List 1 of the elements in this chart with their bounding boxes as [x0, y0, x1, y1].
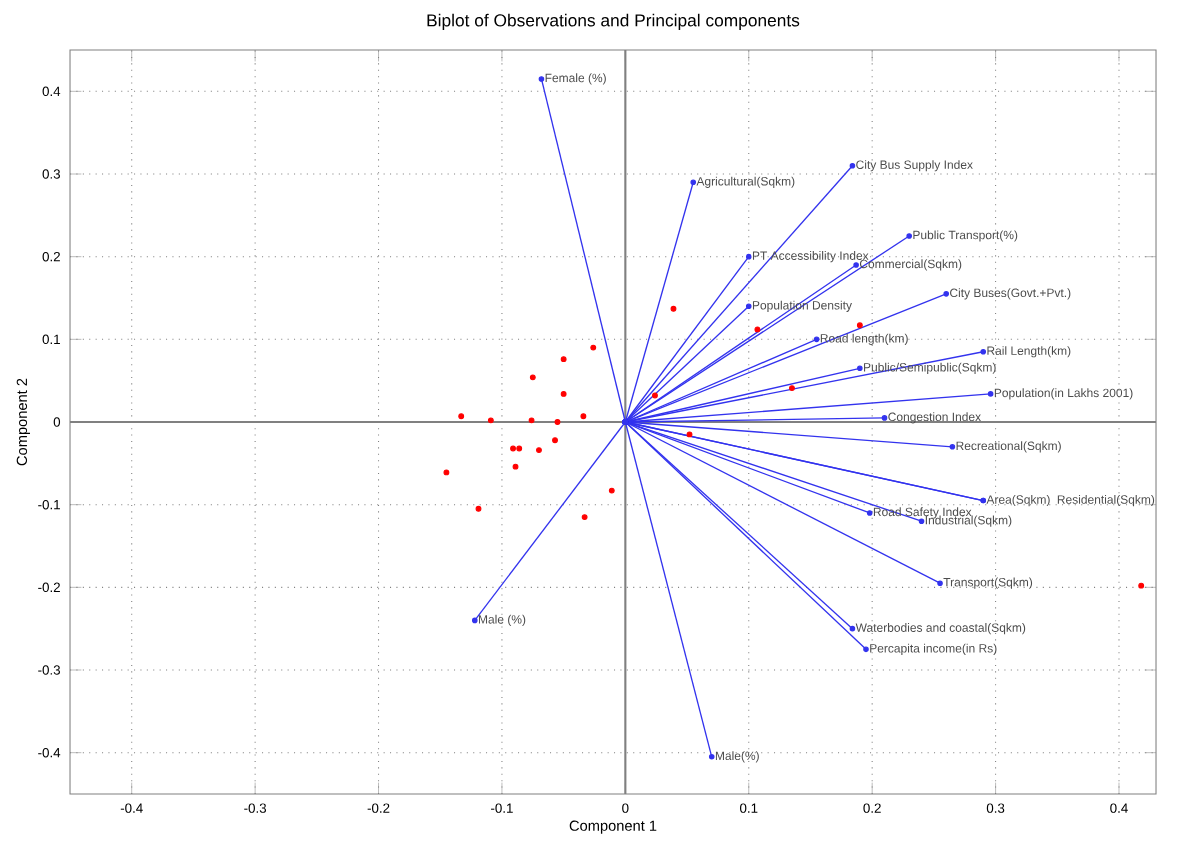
- chart-title: Biplot of Observations and Principal components: [427, 13, 800, 30]
